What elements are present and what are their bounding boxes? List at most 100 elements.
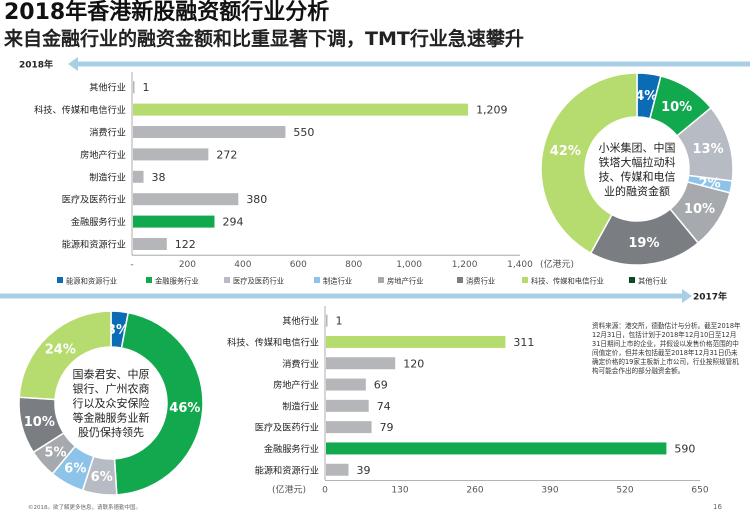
category-label: 能源和资源行业 xyxy=(62,239,126,251)
legend-swatch xyxy=(629,277,635,283)
x-tick-label: 260 xyxy=(466,485,483,495)
donut-center-text: 铁塔大幅拉动科 xyxy=(599,155,676,169)
donut-center-text: 股仍保持领先 xyxy=(78,425,144,439)
slice-percent-label: 6% xyxy=(91,470,113,485)
category-label: 房地产行业 xyxy=(273,379,319,391)
bar xyxy=(133,170,144,183)
page-number: 16 xyxy=(713,503,722,511)
x-tick-label: 400 xyxy=(234,260,251,270)
donut-center-text: 小米集团、中国 xyxy=(599,140,676,154)
legend-label: 能源和资源行业 xyxy=(66,277,117,286)
bar xyxy=(326,314,328,327)
legend-label: 消费行业 xyxy=(466,277,495,286)
legend-label: 其他行业 xyxy=(638,277,667,286)
donut-center xyxy=(587,119,687,219)
x-tick-label: 130 xyxy=(391,485,408,495)
x-tick-label: - xyxy=(130,260,133,270)
donut-center-text: 行以及众安保险 xyxy=(73,396,150,410)
category-label: 金融服务行业 xyxy=(264,443,319,455)
category-label: 房地产行业 xyxy=(80,149,126,161)
category-label: 其他行业 xyxy=(89,82,126,94)
slice-percent-label: 5% xyxy=(44,445,66,460)
donut-center-text: 银行、广州农商 xyxy=(73,382,150,396)
slice-percent-label: 10% xyxy=(684,202,715,217)
legend-swatch xyxy=(522,277,528,283)
bar-value-label: 74 xyxy=(377,400,391,413)
slice-percent-label: 13% xyxy=(692,142,723,157)
bar-value-label: 79 xyxy=(380,421,394,434)
bar xyxy=(326,357,396,370)
bar-value-label: 1,209 xyxy=(476,104,508,117)
legend-swatch xyxy=(146,277,152,283)
bar-value-label: 294 xyxy=(222,216,243,229)
slice-percent-label: 10% xyxy=(661,100,692,115)
bar xyxy=(133,81,135,94)
category-label: 金融服务行业 xyxy=(71,216,126,228)
category-label: 能源和资源行业 xyxy=(255,464,319,476)
donut-center-text: 等金融服务业新 xyxy=(73,411,150,425)
donut-slice xyxy=(113,311,204,496)
x-tick-label: 520 xyxy=(616,485,633,495)
category-label: 科技、传媒和电信行业 xyxy=(227,336,319,348)
slice-percent-label: 19% xyxy=(628,236,659,251)
bar-value-label: 1 xyxy=(143,81,150,94)
bar xyxy=(133,148,209,161)
bar xyxy=(326,399,369,412)
legend-label: 医疗及医药行业 xyxy=(233,277,284,286)
x-tick-label: 390 xyxy=(541,485,558,495)
legend-label: 金融服务行业 xyxy=(155,277,199,286)
slice-percent-label: 6% xyxy=(64,461,86,476)
category-label: 医疗及医药行业 xyxy=(255,422,319,434)
legend-swatch xyxy=(457,277,463,283)
category-label: 制造行业 xyxy=(282,400,319,412)
slice-percent-label: 42% xyxy=(550,144,581,159)
category-label: 其他行业 xyxy=(282,315,319,327)
legend-swatch xyxy=(378,277,384,283)
bar xyxy=(133,103,469,116)
year-arrow xyxy=(68,57,750,71)
legend-label: 房地产行业 xyxy=(387,277,423,286)
x-tick-label: 0 xyxy=(322,485,328,495)
donut-center xyxy=(57,349,165,457)
bar-value-label: 272 xyxy=(216,148,237,161)
donut-center-text: 业的融资金额 xyxy=(604,184,670,198)
bar xyxy=(326,378,366,391)
source-note: 资料来源：港交所，德勤估计与分析。截至2018年12月31日，包括计划于2018… xyxy=(592,322,741,375)
legend-label: 科技、传媒和电信行业 xyxy=(531,277,604,286)
footer-copyright: ©2018。欲了解更多信息，请联系德勤中国。 xyxy=(28,505,141,511)
bar xyxy=(326,442,667,455)
bar-value-label: 69 xyxy=(374,379,388,392)
slice-percent-label: 24% xyxy=(45,343,76,358)
legend-swatch xyxy=(57,277,63,283)
x-tick-label: 1,200 xyxy=(452,260,478,270)
bar-value-label: 38 xyxy=(152,171,166,184)
bar-value-label: 550 xyxy=(293,126,314,139)
x-tick-label: 1,400 xyxy=(507,260,533,270)
year-arrow xyxy=(0,289,692,303)
bar-value-label: 1 xyxy=(336,315,343,328)
legend-swatch xyxy=(314,277,320,283)
category-label: 消费行业 xyxy=(282,358,319,370)
bar xyxy=(133,193,239,206)
page-title: 2018年香港新股融资额行业分析 xyxy=(4,0,330,25)
category-label: 科技、传媒和电信行业 xyxy=(34,104,126,116)
x-unit-label: (亿港元) xyxy=(272,483,306,495)
bar-value-label: 122 xyxy=(175,238,196,251)
bar-value-label: 311 xyxy=(513,336,534,349)
donut-slice xyxy=(540,72,638,255)
donut-center-text: 国泰君安、中原 xyxy=(73,367,150,381)
bar xyxy=(326,421,372,434)
category-label: 制造行业 xyxy=(89,171,126,183)
bar xyxy=(326,335,506,348)
bar-value-label: 120 xyxy=(403,357,424,370)
year-label: 2018年 xyxy=(19,59,53,71)
year-label: 2017年 xyxy=(693,291,727,303)
slice-percent-label: 4% xyxy=(635,89,657,104)
page-subtitle: 来自金融行业的融资金额和比重显著下调，TMT行业急速攀升 xyxy=(4,28,524,50)
bar-value-label: 39 xyxy=(357,464,371,477)
bar-value-label: 380 xyxy=(246,193,267,206)
x-tick-label: 1,000 xyxy=(396,260,422,270)
donut-center-text: 技、传媒和电信 xyxy=(599,170,676,183)
legend-swatch xyxy=(224,277,230,283)
